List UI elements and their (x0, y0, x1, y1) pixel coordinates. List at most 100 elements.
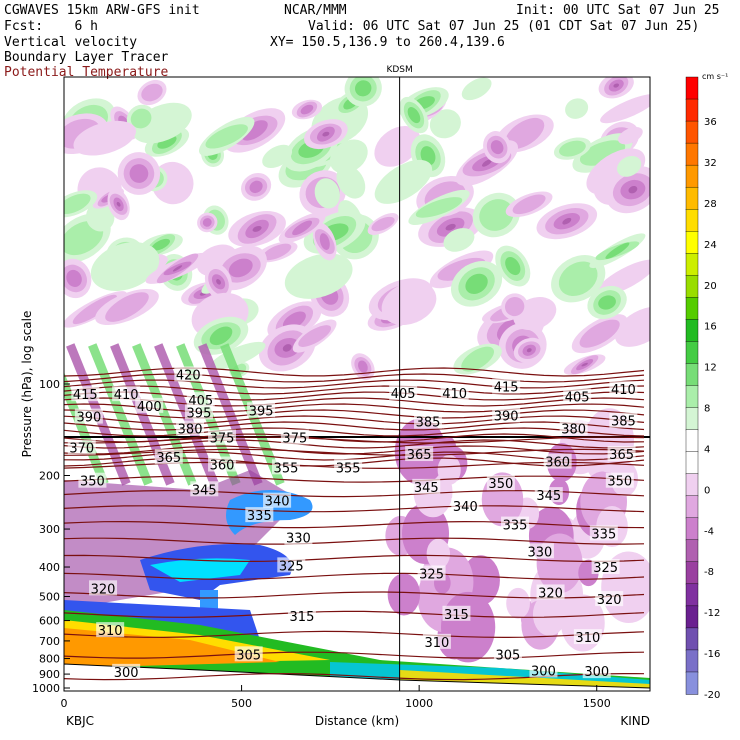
theta-contour (64, 436, 645, 444)
wave-cell (300, 104, 314, 115)
theta-label-bg (234, 646, 263, 662)
header-line1-right: Init: 00 UTC Sat 07 Jun 25 (516, 3, 720, 18)
colorbar-label: 24 (704, 240, 717, 251)
theta-contour (64, 505, 645, 513)
theta-label: 365 (156, 451, 181, 466)
theta-label: 330 (286, 532, 311, 547)
wave-cell (415, 197, 463, 218)
theta-label-bg (582, 663, 611, 679)
theta-label-bg (417, 565, 446, 581)
theta-label-bg (405, 446, 434, 462)
wave-cell (579, 319, 620, 348)
theta-label-bg (112, 386, 141, 402)
y-tick-label: 600 (39, 615, 60, 628)
wave-cell (322, 131, 330, 137)
colorbar-swatch (685, 363, 699, 387)
theta-contour (64, 391, 645, 401)
theta-label-bg (176, 420, 205, 436)
wave-cell (482, 159, 492, 167)
header-line1-center: NCAR/MMM (284, 3, 347, 18)
theta-label-bg (442, 605, 471, 621)
theta-label-bg (414, 413, 443, 429)
theta-label: 420 (176, 368, 201, 383)
theta-label: 325 (279, 559, 304, 574)
colorbar-label: 36 (704, 117, 717, 128)
theta-contour (64, 409, 645, 419)
theta-contour (64, 537, 645, 545)
wave-cell (407, 107, 421, 124)
wave-cell (581, 362, 588, 367)
y-tick-label: 300 (39, 523, 60, 536)
wave-cell (116, 201, 121, 207)
theta-label-bg (96, 622, 125, 638)
wave-cell (151, 238, 170, 251)
y-tick-label: 900 (39, 668, 60, 681)
wave-cell (374, 159, 433, 204)
left-endpoint-label: KBJC (66, 714, 94, 728)
theta-label-bg (529, 662, 558, 678)
colorbar-label: 0 (704, 485, 710, 496)
theta-label-bg (277, 557, 306, 573)
colorbar-label: 16 (704, 322, 717, 333)
theta-label: 410 (442, 387, 467, 402)
wave-cell (86, 202, 115, 232)
wave-cell (479, 199, 514, 231)
wave-cell (526, 348, 532, 353)
wave-cell (440, 591, 496, 663)
colorbar-swatch (685, 473, 699, 497)
theta-label-bg (112, 663, 141, 679)
theta-label: 340 (265, 495, 290, 510)
theta-label-bg (190, 481, 219, 497)
theta-label-bg (493, 646, 522, 662)
wave-cell (437, 454, 461, 485)
theta-label: 330 (527, 545, 552, 560)
theta-label-bg (492, 378, 521, 394)
colorbar-swatch (685, 539, 699, 563)
theta-label: 315 (290, 610, 315, 625)
theta-label: 355 (274, 461, 299, 476)
theta-label: 335 (247, 509, 272, 524)
colorbar-swatch (685, 98, 699, 122)
wave-cell (614, 306, 650, 347)
wave-cell (205, 124, 248, 149)
tracer-plume (150, 558, 250, 582)
x-tick-label: 500 (231, 697, 252, 710)
midpoint-label: KDSM (386, 65, 412, 75)
colorbar-swatch (685, 495, 699, 519)
theta-label: 360 (545, 456, 570, 471)
theta-contour (64, 385, 645, 395)
wave-cell (209, 326, 233, 346)
theta-label-bg (245, 507, 274, 523)
theta-label-bg (563, 388, 592, 404)
wave-cell (336, 165, 366, 199)
wave-cell (298, 325, 332, 347)
colorbar-label: 32 (704, 158, 717, 169)
wave-cell (506, 587, 530, 619)
theta-label: 380 (561, 422, 586, 437)
wave-cell (512, 194, 546, 215)
colorbar-label: -20 (704, 690, 720, 701)
wave-cell (354, 80, 372, 97)
y-tick-label: 200 (39, 470, 60, 483)
wave-cell (562, 217, 572, 225)
theta-label-bg (451, 498, 480, 514)
colorbar-swatch (685, 627, 699, 651)
theta-label-bg (422, 633, 451, 649)
wave-cell (319, 233, 330, 250)
axes: 0 500 1000 15001002003004005006007008009001… (20, 65, 650, 728)
theta-label-bg (135, 397, 164, 413)
colorbar-label: 8 (704, 404, 710, 415)
theta-label-bg (208, 456, 237, 472)
header-line4-left: Boundary Layer Tracer (4, 50, 169, 65)
colorbar-swatch (685, 253, 699, 277)
wave-cell (141, 83, 163, 102)
colorbar-label: -12 (704, 608, 720, 619)
header-line5-left: Potential Temperature (4, 65, 169, 80)
theta-label-bg (589, 525, 618, 541)
theta-contour (64, 572, 645, 580)
theta-label: 395 (249, 404, 274, 419)
theta-label: 405 (391, 387, 416, 402)
theta-label-bg (284, 529, 313, 545)
wave-cell (579, 140, 626, 166)
y-tick-label: 700 (39, 635, 60, 648)
